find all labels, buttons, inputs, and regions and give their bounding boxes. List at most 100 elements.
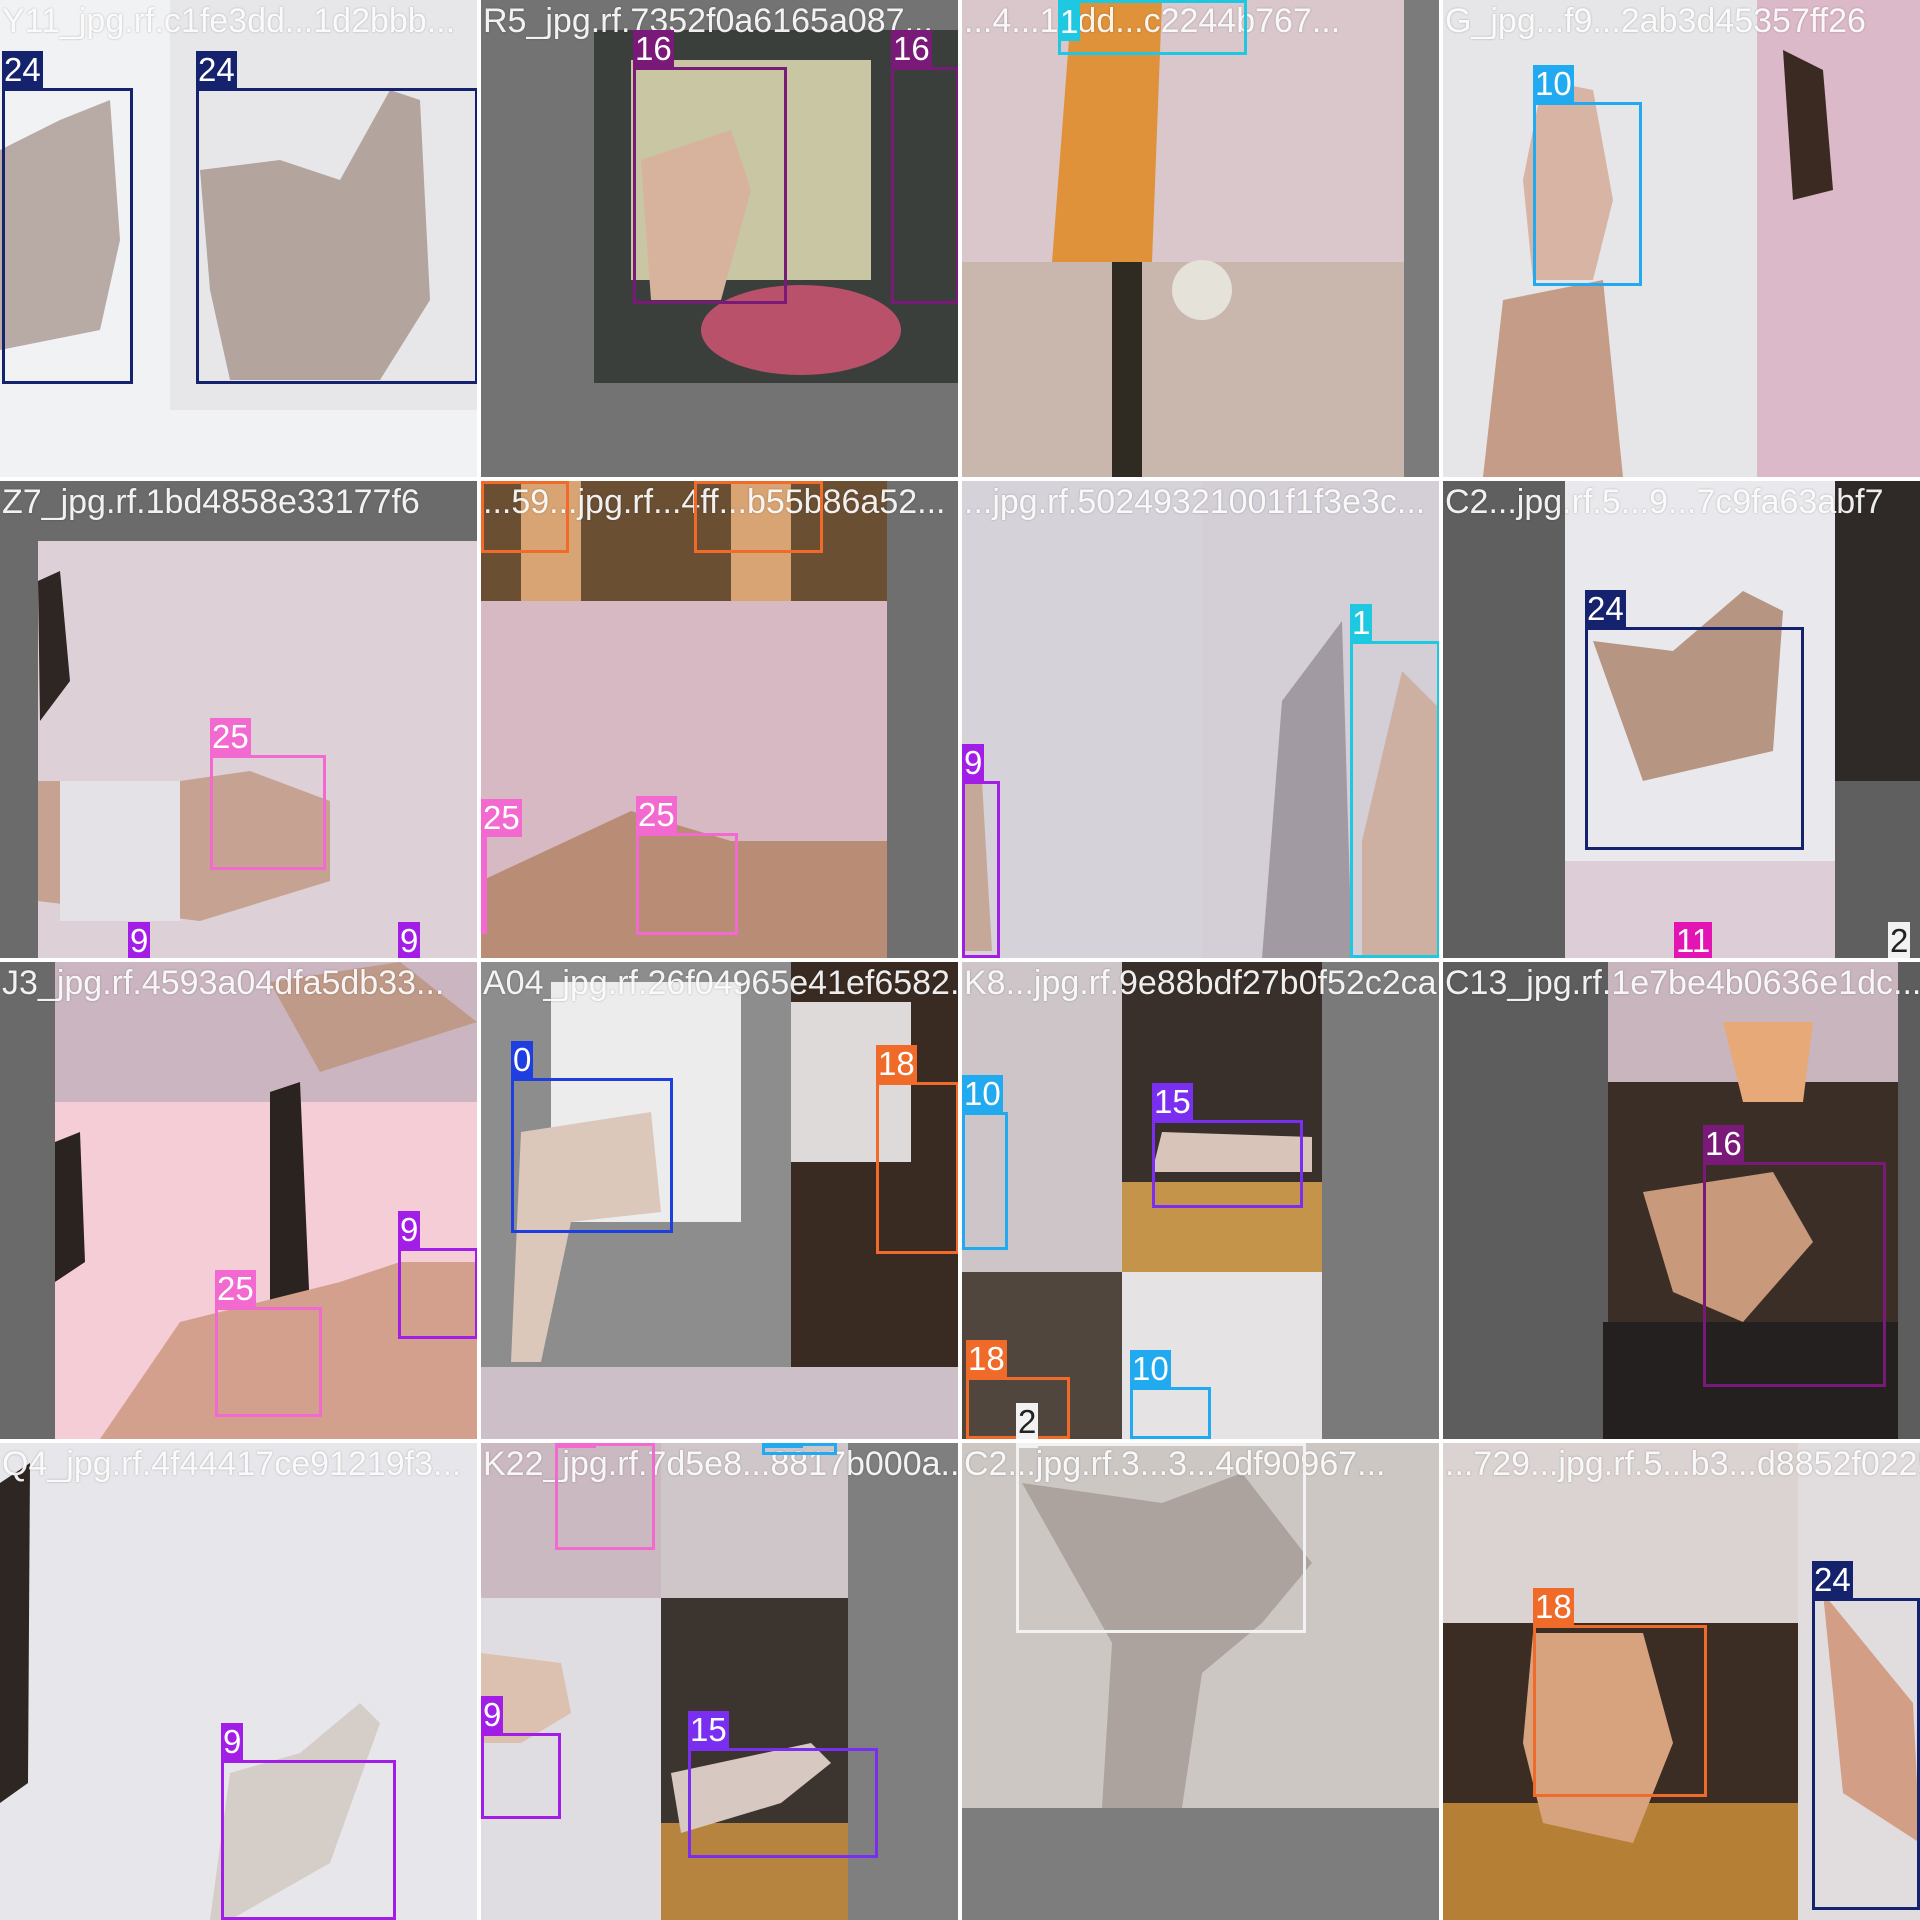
tile-6: ...59...jpg.rf...4ff...b55b86a52... 18 1…: [481, 481, 958, 958]
tile-filename: K22_jpg.rf.7d5e8...8817b000a...: [483, 1445, 958, 1483]
bounding-box: 10: [1130, 1350, 1211, 1439]
class-label: 2: [1016, 1443, 1039, 1448]
bounding-box: 25: [215, 1270, 322, 1417]
hand-photo: [1443, 962, 1920, 1439]
hand-photo: [962, 481, 1439, 958]
class-label: 18: [1533, 1588, 1574, 1626]
tile-filename: Z7_jpg.rf.1bd4858e33177f6: [2, 483, 420, 521]
bounding-box: 9: [398, 1211, 477, 1339]
class-label: 25: [481, 799, 522, 837]
bounding-box: 0: [511, 1041, 673, 1233]
class-label: 25: [636, 796, 677, 834]
class-label: 11: [1674, 922, 1713, 958]
class-label: 9: [481, 1696, 504, 1734]
hand-photo: [481, 481, 958, 958]
bounding-box: 16: [891, 30, 958, 304]
tile-filename: A04_jpg.rf.26f04965e41ef6582...: [483, 964, 958, 1002]
bounding-box: 18: [1533, 1588, 1707, 1797]
bounding-box: 10: [1533, 65, 1642, 286]
bounding-box: 16: [1703, 1125, 1886, 1387]
hand-photo: [962, 962, 1439, 1439]
class-label: 25: [555, 1443, 596, 1448]
tile-1: Y11_jpg.rf.c1fe3dd...1d2bbb... 24 24: [0, 0, 477, 477]
tile-7: ...jpg.rf.50249321001f1f3e3c... 1 9: [962, 481, 1439, 958]
grid-divider: [0, 477, 1920, 481]
class-label: 25: [215, 1270, 256, 1308]
grid-divider: [0, 1439, 1920, 1443]
grid-divider: [0, 958, 1920, 962]
class-label: 16: [891, 30, 932, 68]
class-label: 1: [1350, 604, 1373, 642]
hand-photo: [481, 0, 958, 477]
bounding-box: 16: [633, 30, 787, 304]
tile-14: K22_jpg.rf.7d5e8...8817b000a... 25 10 9 …: [481, 1443, 958, 1920]
tile-8: C2...jpg.rf.5...9...7c9fa63abf7 24 11 2: [1443, 481, 1920, 958]
tile-filename: ...jpg.rf.50249321001f1f3e3c...: [964, 483, 1426, 521]
tile-filename: J3_jpg.rf.4593a04dfa5db33...: [2, 964, 445, 1002]
bounding-box: 15: [1152, 1083, 1303, 1208]
class-label: 10: [962, 1075, 1003, 1113]
class-label: 18: [481, 481, 522, 482]
tile-filename: R5_jpg.rf.7352f0a6165a087...: [483, 2, 933, 40]
tile-3: ...4...1bdd...c2244b767... 1: [962, 0, 1439, 477]
bounding-box: 24: [196, 51, 477, 384]
bounding-box: 10: [962, 1075, 1008, 1250]
bounding-box: 24: [2, 51, 133, 384]
class-label: 9: [398, 1211, 421, 1249]
bounding-box: 18: [876, 1045, 958, 1254]
class-label: 24: [1585, 590, 1626, 628]
class-label: 18: [694, 481, 735, 482]
class-label: 24: [1812, 1561, 1853, 1599]
class-label: 18: [876, 1045, 917, 1083]
class-label: 0: [511, 1041, 534, 1079]
tile-12: C13_jpg.rf.1e7be4b0636e1dc... 16: [1443, 962, 1920, 1439]
class-label: 16: [1703, 1125, 1744, 1163]
hand-photo: [0, 962, 477, 1439]
class-label: 9: [128, 922, 151, 958]
tile-filename: ...729...jpg.rf.5...b3...d8852f0225: [1445, 1445, 1920, 1483]
hand-photo: [962, 0, 1439, 477]
tile-4: G_jpg...f9...2ab3d45357ff26 10: [1443, 0, 1920, 477]
class-label: 25: [210, 718, 251, 756]
bounding-box: 1: [1058, 0, 1247, 55]
tile-filename: Y11_jpg.rf.c1fe3dd...1d2bbb...: [2, 2, 456, 40]
bounding-box: 15: [688, 1711, 878, 1858]
tile-15: C2...jpg.rf.3...3...4df90967... 2: [962, 1443, 1439, 1920]
bounding-box: 25: [555, 1443, 655, 1550]
bounding-box: 2: [1016, 1443, 1306, 1633]
tile-13: Q4_jpg.rf.4f44417ce91219f3... 9: [0, 1443, 477, 1920]
bounding-box: 1: [1350, 604, 1439, 958]
bounding-box: 25: [636, 796, 738, 935]
tile-filename: C13_jpg.rf.1e7be4b0636e1dc...: [1445, 964, 1920, 1002]
tile-filename: ...59...jpg.rf...4ff...b55b86a52...: [483, 483, 946, 521]
class-label: 1: [1058, 3, 1081, 41]
hand-photo: [962, 1443, 1439, 1920]
tile-filename: C2...jpg.rf.5...9...7c9fa63abf7: [1445, 483, 1884, 521]
tile-5: Z7_jpg.rf.1bd4858e33177f6 25 9 9: [0, 481, 477, 958]
class-label: 9: [962, 744, 985, 782]
hand-photo: [1443, 481, 1920, 958]
class-label: 2: [1888, 922, 1911, 958]
tile-filename: C2...jpg.rf.3...3...4df90967...: [964, 1445, 1386, 1483]
class-label: 2: [1016, 1403, 1039, 1439]
class-label: 15: [688, 1711, 729, 1749]
bounding-box: 24: [1812, 1561, 1920, 1910]
tile-2: R5_jpg.rf.7352f0a6165a087... 16 16: [481, 0, 958, 477]
hand-photo: [481, 1443, 958, 1920]
bounding-box: 18: [694, 481, 823, 553]
bounding-box: 25: [210, 718, 326, 870]
bounding-box: 24: [1585, 590, 1804, 850]
tile-11: K8...jpg.rf.9e88bdf27b0f52c2ca1... 10 15…: [962, 962, 1439, 1439]
hand-photo: [0, 1443, 477, 1920]
class-label: 24: [2, 51, 43, 89]
bounding-box: 9: [962, 744, 1000, 958]
class-label: 10: [1130, 1350, 1171, 1388]
tile-16: ...729...jpg.rf.5...b3...d8852f0225 18 2…: [1443, 1443, 1920, 1920]
class-label: 10: [1533, 65, 1574, 103]
bounding-box: 25: [481, 799, 522, 934]
class-label: 10: [762, 1443, 803, 1448]
tile-filename: Q4_jpg.rf.4f44417ce91219f3...: [2, 1445, 462, 1483]
tile-filename: ...4...1bdd...c2244b767...: [964, 2, 1341, 40]
class-label: 24: [196, 51, 237, 89]
